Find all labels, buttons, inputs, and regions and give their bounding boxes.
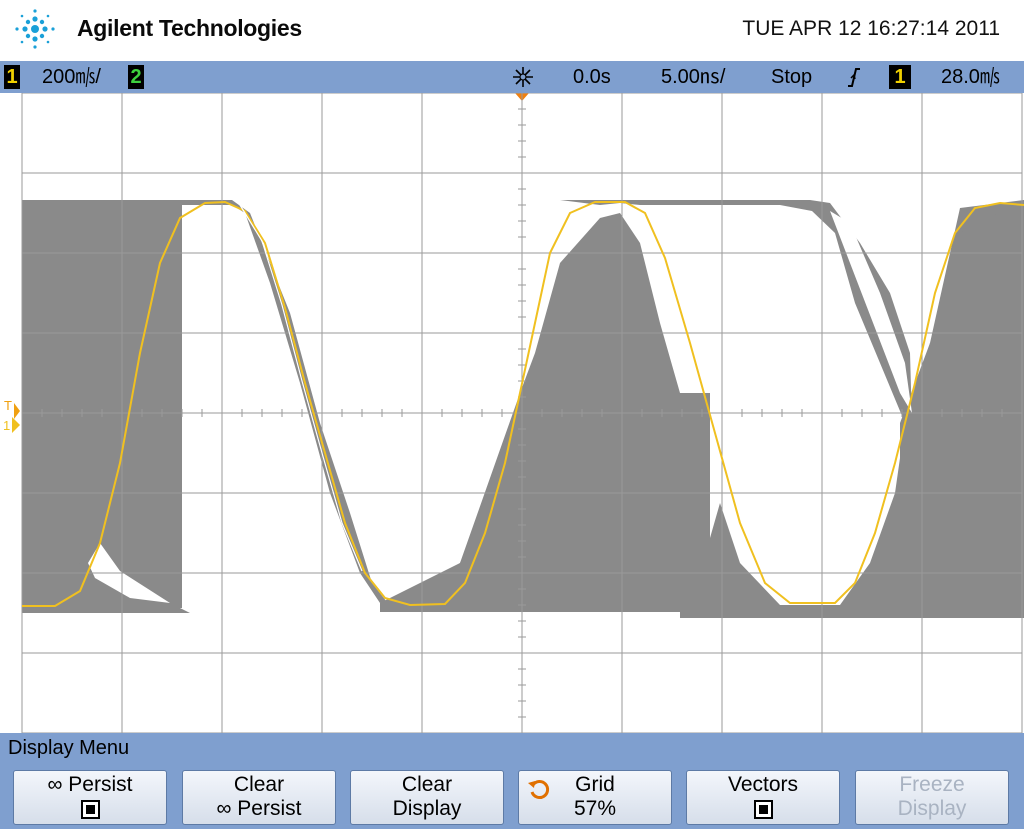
clear-display-line2: Display <box>392 797 462 820</box>
persist-softkey[interactable]: ∞ Persist <box>13 770 167 825</box>
freeze-line1: Freeze <box>899 773 965 796</box>
clear-display-softkey[interactable]: Clear Display <box>350 770 504 825</box>
run-state: Stop <box>771 66 813 88</box>
clear-persist-line2: ∞ Persist <box>216 797 302 820</box>
persistence-gaps <box>88 211 912 603</box>
vectors-label: Vectors <box>727 773 799 796</box>
trigger-level-arrow[interactable] <box>14 403 20 419</box>
waveform-canvas: T 1 <box>3 92 1024 734</box>
trigger-level: 28.0㎧ <box>941 66 1000 88</box>
center-axis-ticks <box>21 92 1023 734</box>
softkey-menu: Display Menu ∞ Persist Clear ∞ Persist C… <box>0 733 1024 829</box>
menu-title: Display Menu <box>8 737 130 759</box>
clear-display-line1: Clear <box>401 773 453 796</box>
grid-label: Grid <box>575 773 615 796</box>
date-time: TUE APR 12 16:27:14 2011 <box>742 17 1000 40</box>
grid-value: 57% <box>573 797 617 820</box>
grid-intensity-softkey[interactable]: Grid 57% <box>518 770 672 825</box>
channel1-indicator[interactable]: 1 <box>4 65 20 89</box>
trigger-level-marker[interactable]: T <box>4 398 12 413</box>
horizontal-delay: 0.0s <box>573 66 611 88</box>
channel1-scale: 200㎧/ <box>42 66 101 88</box>
vectors-checkbox[interactable] <box>753 799 773 819</box>
channel2-indicator[interactable]: 2 <box>128 65 144 89</box>
channel1-trace <box>22 200 1024 607</box>
timebase-scale: 5.00㎱/ <box>661 66 726 88</box>
trigger-source: 1 <box>889 65 911 89</box>
freeze-line2: Display <box>897 797 967 820</box>
persist-label: ∞ Persist <box>47 773 133 796</box>
brand-name: Agilent Technologies <box>77 15 302 41</box>
channel1-ground-arrow[interactable] <box>12 417 20 433</box>
header: Agilent Technologies TUE APR 12 16:27:14… <box>0 0 1024 61</box>
vectors-softkey[interactable]: Vectors <box>686 770 840 825</box>
acquire-sparkle-icon <box>513 67 533 87</box>
status-bar: 1 200㎧/ 2 0.0s 5.00㎱/ Stop 1 28.0㎧ <box>0 61 1024 93</box>
clear-persist-softkey[interactable]: Clear ∞ Persist <box>182 770 336 825</box>
waveform-display: T 1 <box>0 92 1024 734</box>
freeze-display-softkey: Freeze Display <box>855 770 1009 825</box>
persistence-trace <box>22 200 1024 618</box>
rising-edge-icon <box>848 68 860 87</box>
channel1-trace-ghost <box>239 204 363 572</box>
persist-checkbox[interactable] <box>80 799 100 819</box>
clear-persist-line1: Clear <box>233 773 285 796</box>
agilent-spark-icon <box>15 9 55 49</box>
channel1-ground-marker[interactable]: 1 <box>3 418 10 433</box>
rotary-knob-icon <box>528 780 550 799</box>
